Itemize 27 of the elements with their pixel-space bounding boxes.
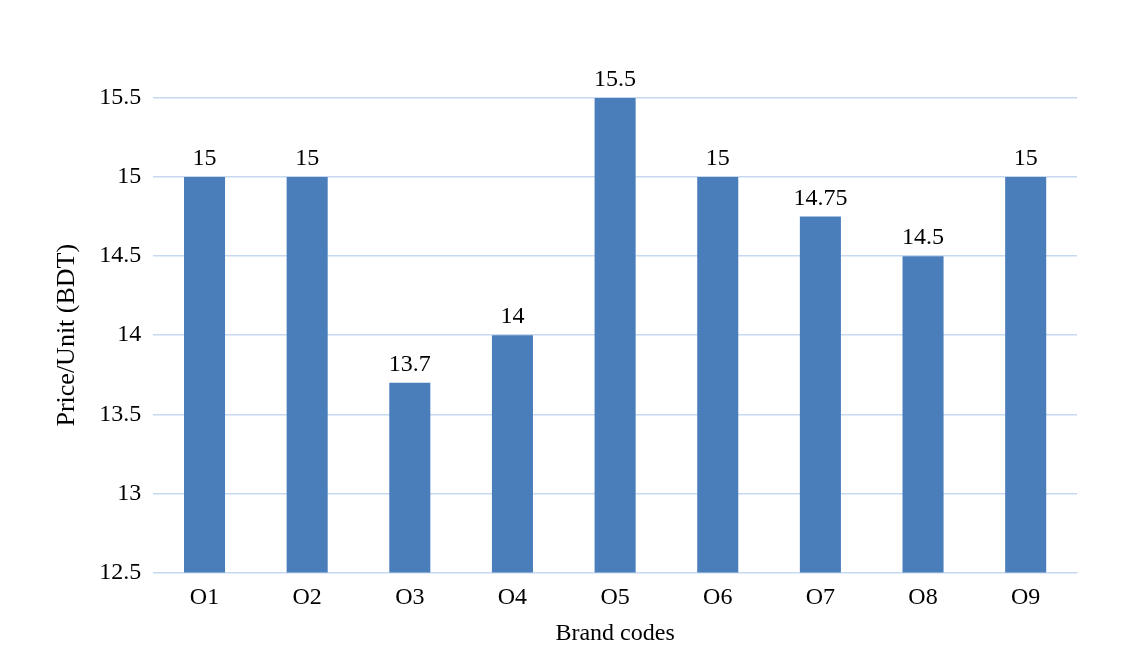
y-axis-title: Price/Unit (BDT) bbox=[51, 243, 81, 427]
x-tick-label: O7 bbox=[805, 583, 836, 610]
y-tick-label: 15.5 bbox=[99, 83, 142, 110]
x-tick-label: O8 bbox=[908, 583, 938, 610]
x-axis-title: Brand codes bbox=[555, 618, 675, 645]
y-tick-label: 12.5 bbox=[99, 557, 142, 584]
y-tick-label: 13 bbox=[117, 478, 142, 505]
data-label: 15 bbox=[1013, 144, 1038, 171]
x-tick-label: O2 bbox=[292, 583, 322, 610]
y-tick-label: 14.5 bbox=[99, 241, 142, 268]
x-tick-label: O6 bbox=[703, 583, 733, 610]
x-tick-label: O9 bbox=[1011, 583, 1041, 610]
data-label: 15 bbox=[192, 144, 217, 171]
data-label: 14.5 bbox=[902, 223, 945, 250]
y-tick-label: 14 bbox=[117, 320, 142, 347]
data-label: 14.75 bbox=[793, 183, 848, 210]
data-label: 13.7 bbox=[388, 349, 431, 376]
y-tick-label: 15 bbox=[117, 162, 142, 189]
y-tick-label: 13.5 bbox=[99, 399, 142, 426]
data-label: 15 bbox=[295, 144, 320, 171]
x-tick-label: O5 bbox=[600, 583, 630, 610]
data-label: 14 bbox=[500, 302, 525, 329]
data-label: 15.5 bbox=[594, 65, 637, 92]
x-tick-label: O3 bbox=[395, 583, 425, 610]
data-label: 15 bbox=[705, 144, 730, 171]
x-tick-label: O4 bbox=[497, 583, 528, 610]
x-tick-label: O1 bbox=[189, 583, 220, 610]
